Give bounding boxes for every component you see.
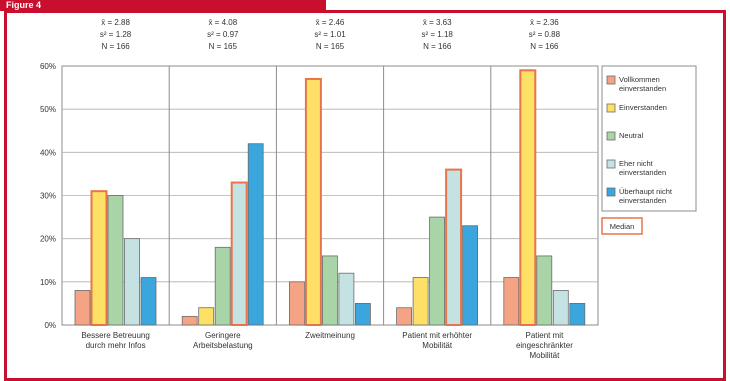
x-tick-label: Mobilität (530, 351, 561, 360)
bar (429, 216, 446, 326)
legend-label: Neutral (619, 131, 644, 140)
group-statistic: x̄ = 2.36 (530, 18, 559, 27)
legend-swatch (606, 75, 616, 85)
x-tick-label: eingeschränkter (516, 341, 573, 350)
bar (247, 143, 264, 326)
bar (230, 181, 248, 326)
legend-swatch (606, 103, 616, 113)
group-statistic: N = 165 (316, 42, 345, 51)
bar (552, 290, 569, 326)
bar (354, 303, 371, 326)
group-statistic: x̄ = 2.46 (316, 18, 345, 27)
legend-label: einverstanden (619, 84, 666, 93)
bar (304, 77, 322, 326)
bar (519, 69, 537, 326)
y-tick-label: 40% (40, 148, 56, 157)
legend-swatch (606, 131, 616, 141)
legend-swatch (606, 159, 616, 169)
group-statistic: s² = 1.01 (314, 30, 346, 39)
median-legend-label: Median (610, 222, 635, 231)
bar (412, 277, 429, 326)
y-tick-label: 20% (40, 235, 56, 244)
legend-box (601, 65, 697, 212)
bar (181, 315, 198, 326)
bar (445, 168, 463, 326)
legend-swatch (606, 187, 616, 197)
group-statistic: s² = 0.97 (207, 30, 239, 39)
bar (462, 225, 479, 326)
legend-label: einverstanden (619, 168, 666, 177)
legend-label: Eher nicht (619, 159, 654, 168)
figure-tab: Figure 4 (0, 0, 326, 11)
group-statistic: x̄ = 3.63 (423, 18, 452, 27)
group-statistic: N = 166 (423, 42, 452, 51)
y-tick-label: 50% (40, 105, 56, 114)
bar (214, 246, 231, 326)
group-statistic: s² = 0.88 (529, 30, 561, 39)
x-tick-label: Arbeitsbelastung (193, 341, 253, 350)
group-statistic: N = 166 (101, 42, 130, 51)
x-tick-label: Bessere Betreuung (81, 331, 150, 340)
y-tick-label: 0% (44, 321, 56, 330)
bar (288, 281, 305, 326)
group-statistic: x̄ = 2.88 (101, 18, 130, 27)
bar (321, 255, 338, 326)
x-tick-label: Zweitmeinung (305, 331, 355, 340)
y-tick-label: 60% (40, 62, 56, 71)
bar (107, 195, 124, 326)
x-tick-label: durch mehr Infos (86, 341, 146, 350)
group-statistic: s² = 1.18 (422, 30, 454, 39)
y-tick-label: 30% (40, 192, 56, 201)
legend-label: Einverstanden (619, 103, 667, 112)
group-statistic: N = 166 (530, 42, 559, 51)
x-tick-label: Mobilität (422, 341, 453, 350)
y-tick-label: 10% (40, 278, 56, 287)
bar (198, 307, 215, 326)
bar (74, 290, 91, 326)
x-tick-label: Patient mit (526, 331, 565, 340)
bar (124, 238, 140, 326)
legend-label: Vollkommen (619, 75, 660, 84)
group-statistic: s² = 1.28 (100, 30, 132, 39)
bar (140, 277, 157, 326)
bar (536, 255, 553, 326)
bar (569, 303, 586, 326)
bar (338, 272, 355, 326)
x-tick-label: Patient mit erhöhter (402, 331, 472, 340)
median-legend-box (601, 217, 643, 235)
group-statistic: x̄ = 4.08 (208, 18, 237, 27)
bar (90, 190, 108, 326)
legend-label: einverstanden (619, 196, 666, 205)
group-statistic: N = 165 (209, 42, 238, 51)
bar (396, 307, 413, 326)
x-tick-label: Geringere (205, 331, 241, 340)
bar (503, 277, 520, 326)
legend-label: Überhaupt nicht (619, 187, 673, 196)
